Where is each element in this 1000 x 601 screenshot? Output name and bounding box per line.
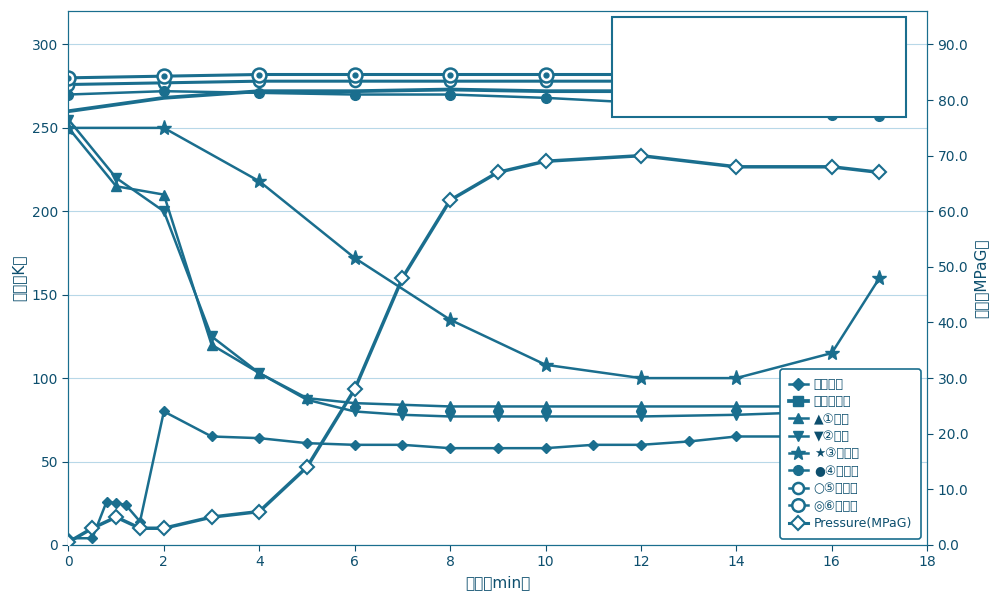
Y-axis label: 温度（K）: 温度（K） [11, 255, 26, 301]
Y-axis label: 圧力（MPaG）: 圧力（MPaG） [974, 238, 989, 318]
Text: グランドパッキン鹎温度: グランドパッキン鹎温度 [630, 41, 723, 55]
X-axis label: 時間（min）: 時間（min） [465, 575, 530, 590]
Legend: ガス温度, 雰囲気温度, ▲①継手, ▼②継手, ★③ボディ, ●④長軸下, ○⑤長軸中, ◎⑥長軸上, Pressure(MPaG): ガス温度, 雰囲気温度, ▲①継手, ▼②継手, ★③ボディ, ●④長軸下, ○… [780, 369, 921, 538]
Text: ◎⑥長軸上: ◎⑥長軸上 [630, 82, 680, 96]
FancyBboxPatch shape [612, 17, 906, 117]
